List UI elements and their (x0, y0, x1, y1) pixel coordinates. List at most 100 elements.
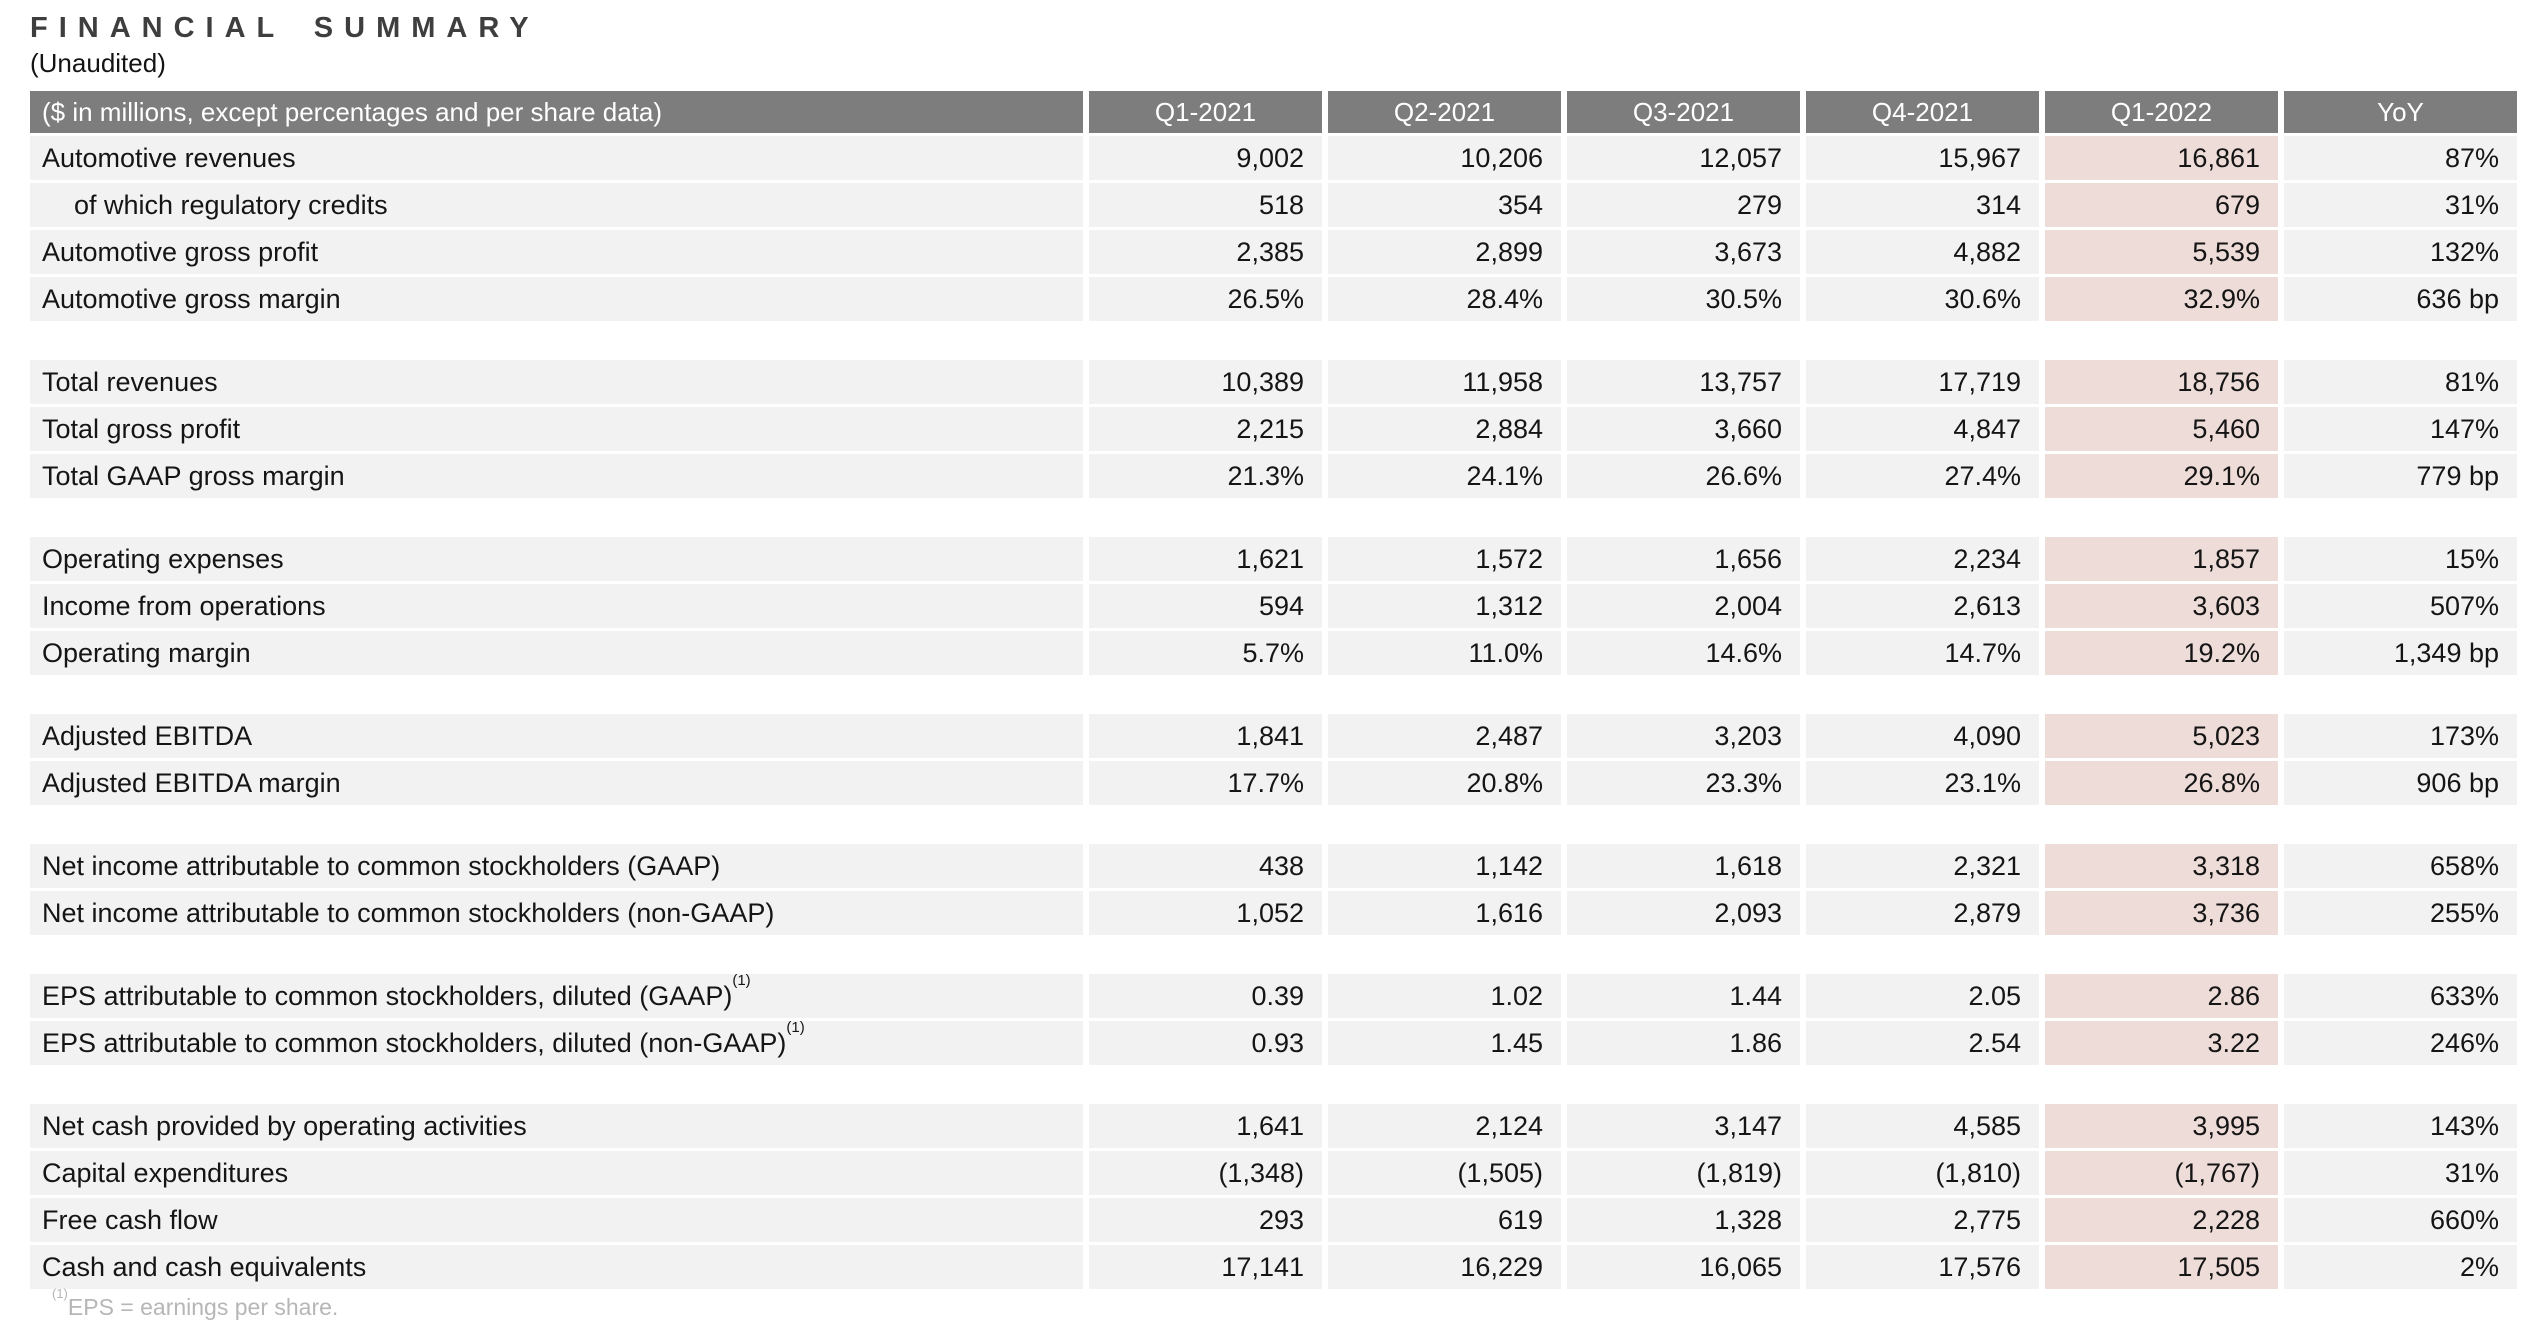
row-label-superscript: (1) (732, 974, 751, 989)
value-cell: 11,958 (1328, 360, 1561, 404)
value-cell: 17,576 (1806, 1245, 2039, 1289)
value-cell: 17,505 (2045, 1245, 2278, 1289)
row-label: Adjusted EBITDA (30, 714, 1083, 758)
value-cell: (1,767) (2045, 1151, 2278, 1195)
value-cell: 2,234 (1806, 537, 2039, 581)
value-cell: 1,572 (1328, 537, 1561, 581)
value-cell: 2.86 (2045, 974, 2278, 1018)
row-label-text: Total gross profit (42, 414, 241, 444)
value-cell: 438 (1089, 844, 1322, 888)
value-cell: 27.4% (1806, 454, 2039, 498)
column-header-yoy: YoY (2284, 91, 2517, 133)
value-cell: 147% (2284, 407, 2517, 451)
row-label-text: Adjusted EBITDA margin (42, 768, 341, 798)
row-label: Automotive gross profit (30, 230, 1083, 274)
table-row: Net income attributable to common stockh… (30, 844, 2517, 888)
value-cell: 23.3% (1567, 761, 1800, 805)
value-cell: 1,142 (1328, 844, 1561, 888)
value-cell: 2,228 (2045, 1198, 2278, 1242)
value-cell: (1,505) (1328, 1151, 1561, 1195)
value-cell: 19.2% (2045, 631, 2278, 675)
page-subtitle: (Unaudited) (30, 48, 166, 78)
value-cell: 1,618 (1567, 844, 1800, 888)
table-row: Free cash flow 293 619 1,328 2,775 2,228 660% (30, 1198, 2517, 1242)
value-cell: 16,861 (2045, 136, 2278, 180)
value-cell: 17,141 (1089, 1245, 1322, 1289)
value-cell: 1,052 (1089, 891, 1322, 935)
value-cell: 619 (1328, 1198, 1561, 1242)
row-label: Automotive revenues (30, 136, 1083, 180)
table-group: Net cash provided by operating activitie… (30, 1104, 2517, 1289)
value-cell: 28.4% (1328, 277, 1561, 321)
value-cell: 1,328 (1567, 1198, 1800, 1242)
value-cell: 31% (2284, 1151, 2517, 1195)
row-label-text: EPS attributable to common stockholders,… (42, 1028, 787, 1058)
row-label-text: EPS attributable to common stockholders,… (42, 981, 733, 1011)
value-cell: 132% (2284, 230, 2517, 274)
table-group: Total revenues 10,389 11,958 13,757 17,719 18… (30, 360, 2517, 498)
value-cell: 3,660 (1567, 407, 1800, 451)
table-row: Automotive gross margin 26.5% 28.4% 30.5% 30… (30, 277, 2517, 321)
table-group: Adjusted EBITDA 1,841 2,487 3,203 4,090 5,023… (30, 714, 2517, 805)
value-cell: 594 (1089, 584, 1322, 628)
table-header-row: ($ in millions, except percentages and p… (30, 91, 2517, 133)
row-label-text: of which regulatory credits (74, 190, 388, 220)
value-cell: 5,023 (2045, 714, 2278, 758)
value-cell: 2.05 (1806, 974, 2039, 1018)
value-cell: 2,215 (1089, 407, 1322, 451)
value-cell: 2,004 (1567, 584, 1800, 628)
table-row: Net income attributable to common stockh… (30, 891, 2517, 935)
column-header-q3-2021: Q3-2021 (1567, 91, 1800, 133)
row-label: EPS attributable to common stockholders,… (30, 1021, 1083, 1065)
value-cell: 13,757 (1567, 360, 1800, 404)
value-cell: 143% (2284, 1104, 2517, 1148)
value-cell: 1,641 (1089, 1104, 1322, 1148)
row-label-text: Net cash provided by operating activitie… (42, 1111, 527, 1141)
value-cell: 4,585 (1806, 1104, 2039, 1148)
row-label-text: Automotive revenues (42, 143, 296, 173)
column-header-q1-2022: Q1-2022 (2045, 91, 2278, 133)
column-header-q2-2021: Q2-2021 (1328, 91, 1561, 133)
table-row: EPS attributable to common stockholders,… (30, 974, 2517, 1018)
value-cell: 15% (2284, 537, 2517, 581)
table-group: Net income attributable to common stockh… (30, 844, 2517, 935)
value-cell: 30.6% (1806, 277, 2039, 321)
row-label-text: Operating expenses (42, 544, 284, 574)
row-label: Net cash provided by operating activitie… (30, 1104, 1083, 1148)
value-cell: 279 (1567, 183, 1800, 227)
value-cell: 2,879 (1806, 891, 2039, 935)
value-cell: 9,002 (1089, 136, 1322, 180)
value-cell: 5,539 (2045, 230, 2278, 274)
row-label-text: Free cash flow (42, 1205, 218, 1235)
value-cell: 507% (2284, 584, 2517, 628)
row-label: Income from operations (30, 584, 1083, 628)
table-row: Operating expenses 1,621 1,572 1,656 2,234 1,… (30, 537, 2517, 581)
table-row: EPS attributable to common stockholders,… (30, 1021, 2517, 1065)
row-label-text: Income from operations (42, 591, 326, 621)
value-cell: 2,775 (1806, 1198, 2039, 1242)
value-cell: 906 bp (2284, 761, 2517, 805)
footnote: (1)EPS = earnings per share. (52, 1287, 2517, 1321)
row-label-text: Operating margin (42, 638, 251, 668)
row-label: Total revenues (30, 360, 1083, 404)
value-cell: 20.8% (1328, 761, 1561, 805)
value-cell: 12,057 (1567, 136, 1800, 180)
value-cell: 2% (2284, 1245, 2517, 1289)
value-cell: 0.93 (1089, 1021, 1322, 1065)
value-cell: 14.6% (1567, 631, 1800, 675)
value-cell: 29.1% (2045, 454, 2278, 498)
value-cell: 2,124 (1328, 1104, 1561, 1148)
value-cell: 1,841 (1089, 714, 1322, 758)
value-cell: 17.7% (1089, 761, 1322, 805)
table-group: Automotive revenues 9,002 10,206 12,057 15,9… (30, 136, 2517, 321)
value-cell: 1,656 (1567, 537, 1800, 581)
row-label: EPS attributable to common stockholders,… (30, 974, 1083, 1018)
row-label-text: Net income attributable to common stockh… (42, 851, 721, 881)
value-cell: 2.54 (1806, 1021, 2039, 1065)
value-cell: 3,736 (2045, 891, 2278, 935)
value-cell: 32.9% (2045, 277, 2278, 321)
value-cell: 16,229 (1328, 1245, 1561, 1289)
value-cell: (1,819) (1567, 1151, 1800, 1195)
table-row: Income from operations 594 1,312 2,004 2,613… (30, 584, 2517, 628)
